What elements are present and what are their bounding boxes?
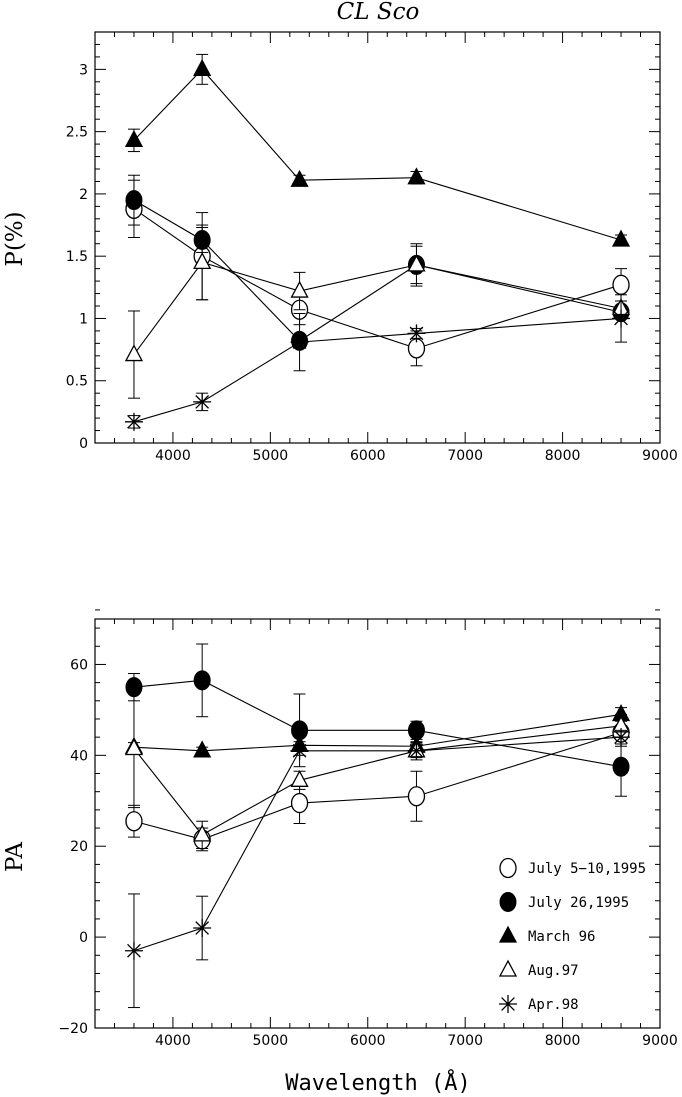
bottom-x-tick-label: 7000 bbox=[447, 1033, 483, 1049]
bottom-point-asterisk bbox=[124, 941, 143, 960]
bottom-x-axis-label: Wavelength (Å) bbox=[285, 1069, 470, 1096]
top-frame bbox=[94, 31, 661, 444]
top-point-open-triangle bbox=[124, 344, 144, 362]
bottom-series-filled-circle bbox=[125, 643, 630, 797]
legend-marker-asterisk bbox=[499, 995, 517, 1013]
top-y-tick-label: 2 bbox=[79, 187, 88, 203]
top-series-filled-triangle bbox=[124, 53, 631, 247]
bottom-point-open-triangle bbox=[124, 738, 144, 756]
top-point-filled-triangle bbox=[611, 229, 631, 247]
bottom-series-filled-triangle bbox=[124, 704, 631, 758]
bottom-y-tick-label: 0 bbox=[79, 930, 88, 946]
top-point-open-triangle bbox=[407, 254, 426, 272]
bottom-point-asterisk bbox=[612, 728, 631, 747]
bottom-x-tick-label: 8000 bbox=[545, 1033, 581, 1049]
top-point-open-triangle bbox=[290, 280, 309, 298]
bottom-point-filled-triangle bbox=[193, 740, 212, 758]
bottom-point-asterisk bbox=[290, 741, 309, 760]
legend-marker-filled-triangle bbox=[498, 925, 518, 943]
top-point-filled-triangle bbox=[124, 129, 144, 148]
bottom-x-tick-label: 5000 bbox=[253, 1033, 289, 1049]
bottom-x-tick-label: 9000 bbox=[642, 1033, 678, 1049]
top-series-open-circle bbox=[125, 179, 630, 367]
top-point-filled-triangle bbox=[407, 167, 426, 185]
top-y-tick-label: 1 bbox=[79, 311, 88, 327]
top-x-tick-label: 5000 bbox=[253, 448, 289, 464]
top-series-line bbox=[133, 199, 622, 342]
top-x-tick-label: 9000 bbox=[642, 448, 678, 464]
bottom-point-open-circle bbox=[125, 811, 143, 832]
bottom-y-axis-label: PA bbox=[2, 842, 28, 872]
top-x-tick-label: 7000 bbox=[447, 448, 483, 464]
top-series-line bbox=[133, 68, 622, 241]
legend-label: July 5−10,1995 bbox=[528, 861, 646, 877]
bottom-point-filled-circle bbox=[193, 670, 211, 691]
top-point-asterisk bbox=[612, 309, 631, 328]
legend: July 5−10,1995 July 26,1995 March 96 Aug.97… bbox=[498, 857, 646, 1013]
legend-label: July 26,1995 bbox=[528, 895, 629, 911]
legend-label: Apr.98 bbox=[528, 997, 579, 1013]
top-point-asterisk bbox=[193, 392, 212, 411]
legend-marker-open-triangle bbox=[498, 959, 518, 977]
top-series-asterisk bbox=[124, 294, 631, 431]
bottom-series-line bbox=[133, 732, 622, 840]
top-point-filled-circle bbox=[125, 190, 143, 211]
top-series-line bbox=[133, 208, 622, 349]
bottom-y-tick-label: 40 bbox=[70, 748, 88, 764]
top-point-filled-triangle bbox=[290, 169, 309, 187]
top-y-tick-label: 1.5 bbox=[66, 249, 88, 265]
bottom-point-open-circle bbox=[290, 792, 309, 814]
bottom-x-tick-label: 6000 bbox=[350, 1033, 386, 1049]
bottom-point-asterisk bbox=[407, 741, 426, 760]
bottom-panel-position-angle: 4000 5000 6000 7000 8000 9000 −20 0 20 40 60 bbox=[58, 609, 678, 1049]
legend-marker-filled-circle bbox=[499, 892, 517, 912]
top-y-tick-label: 0.5 bbox=[66, 374, 88, 390]
top-y-tick-label: 3 bbox=[79, 62, 88, 78]
top-panel-polarization: 4000 5000 6000 7000 8000 9000 0 0.5 1 1.5 2 2.5 3 bbox=[66, 31, 678, 464]
top-point-asterisk bbox=[124, 412, 143, 431]
bottom-series-line bbox=[133, 713, 622, 752]
top-x-tick-label: 8000 bbox=[545, 448, 581, 464]
top-point-open-triangle bbox=[193, 252, 212, 270]
bottom-point-open-triangle bbox=[193, 824, 212, 842]
chart-title: CL Sco bbox=[337, 0, 420, 25]
top-series-line bbox=[133, 261, 622, 355]
top-x-tick-label: 6000 bbox=[350, 448, 386, 464]
bottom-y-tick-label: −20 bbox=[58, 1021, 88, 1037]
bottom-y-tick-label: 20 bbox=[70, 839, 88, 855]
bottom-point-open-triangle bbox=[290, 769, 309, 787]
bottom-series-open-triangle bbox=[124, 688, 631, 849]
legend-label: March 96 bbox=[528, 929, 595, 945]
bottom-point-filled-circle bbox=[612, 756, 630, 777]
top-point-filled-triangle bbox=[193, 58, 212, 77]
legend-marker-open-circle bbox=[499, 857, 517, 879]
top-y-tick-label: 2.5 bbox=[66, 125, 88, 141]
bottom-x-tick-label: 4000 bbox=[155, 1033, 191, 1049]
legend-label: Aug.97 bbox=[528, 963, 579, 979]
bottom-frame bbox=[94, 618, 661, 1029]
bottom-point-asterisk bbox=[193, 919, 212, 938]
top-y-axis-label: P(%) bbox=[2, 211, 28, 266]
top-point-asterisk bbox=[290, 333, 309, 352]
bottom-point-open-circle bbox=[407, 786, 426, 807]
top-point-open-circle bbox=[612, 274, 630, 295]
top-x-tick-label: 4000 bbox=[155, 448, 191, 464]
top-y-tick-label: 0 bbox=[79, 436, 88, 452]
top-point-asterisk bbox=[407, 324, 426, 343]
bottom-series-asterisk bbox=[124, 728, 631, 1009]
bottom-y-tick-label: 60 bbox=[70, 657, 88, 673]
